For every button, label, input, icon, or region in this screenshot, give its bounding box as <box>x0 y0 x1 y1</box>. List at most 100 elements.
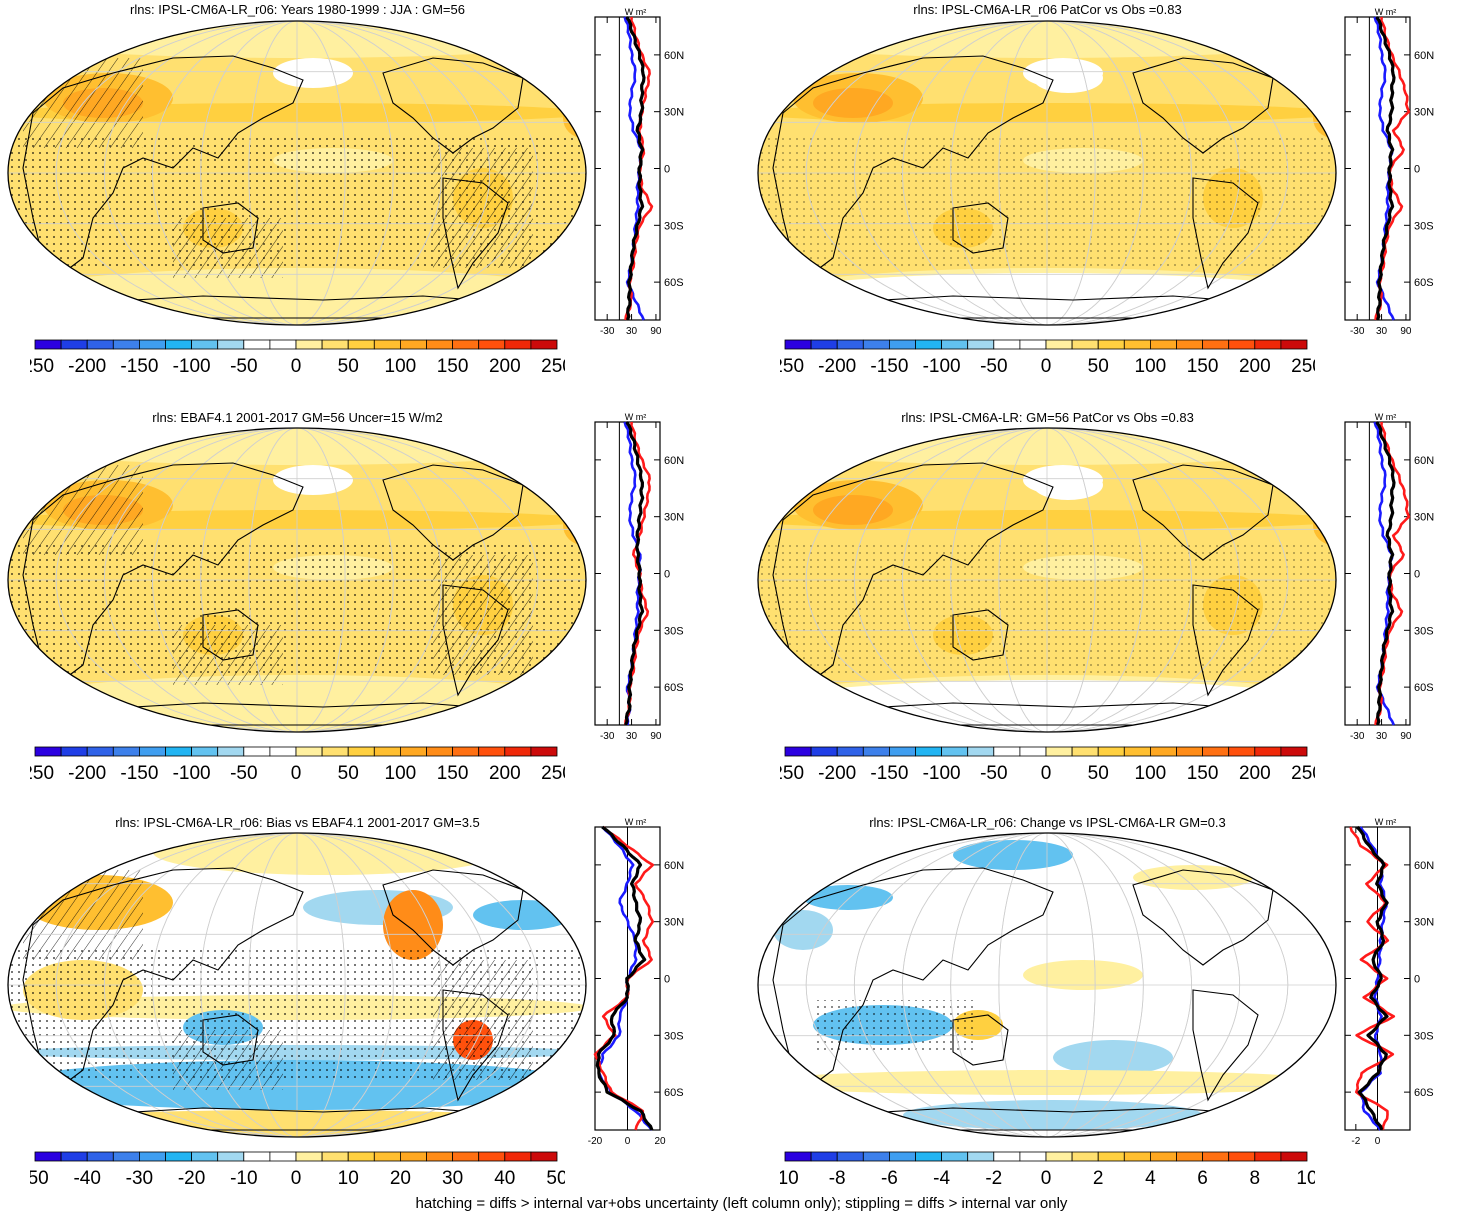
hatching <box>433 148 533 268</box>
colorbar-tick-label: 150 <box>1187 356 1219 377</box>
colorbar-tick-label: -150 <box>120 763 158 784</box>
colorbar-tick-label: -50 <box>30 1168 49 1189</box>
colorbar-swatch <box>426 746 454 757</box>
colorbar-tick-label: 0 <box>291 356 302 377</box>
y-tick-label: 0 <box>664 974 670 986</box>
zonal-mean-plot: W m² -30 30 90 60N 30N 0 30S 60S <box>594 7 684 337</box>
field-blob <box>813 495 893 525</box>
colorbar-tick-label: -250 <box>780 356 804 377</box>
colorbar-tick-label: -50 <box>980 356 1007 377</box>
colorbar-swatch <box>1071 746 1099 757</box>
coastline <box>442 584 509 697</box>
colorbar-swatch <box>86 746 114 757</box>
unit-label: W m² <box>625 7 647 17</box>
x-tick-label: -20 <box>588 1136 603 1147</box>
colorbar-swatch <box>993 339 1021 350</box>
coastline <box>1192 989 1259 1102</box>
coastline <box>382 464 524 561</box>
colorbar: -10 -8 -6 -4 -2 0 2 4 6 8 10 <box>780 1151 1315 1189</box>
colorbar-tick-label: 250 <box>541 356 565 377</box>
map-border <box>7 427 587 733</box>
colorbar-tick-label: -100 <box>173 356 211 377</box>
colorbar-swatch <box>889 1151 916 1162</box>
colorbar-swatch <box>810 1151 838 1162</box>
colorbar-tick-label: -250 <box>30 763 54 784</box>
colorbar-tick-label: -50 <box>230 356 257 377</box>
coastline <box>1192 584 1259 697</box>
colorbar-tick-label: -200 <box>68 356 106 377</box>
colorbar-swatch <box>321 746 349 757</box>
zonal-mean-plot: W m² -30 30 90 60N 30N 0 30S 60S <box>1344 412 1434 742</box>
colorbar-swatch <box>1019 746 1047 757</box>
colorbar-swatch <box>1176 339 1204 350</box>
colorbar-swatch <box>373 1151 401 1162</box>
colorbar-tick-label: 0 <box>291 1168 302 1189</box>
x-tick-label: 90 <box>650 731 662 742</box>
field-blob <box>773 910 833 950</box>
colorbar-tick-label: -150 <box>870 763 908 784</box>
zonal-frame <box>1344 421 1411 726</box>
colorbar-swatch <box>504 339 532 350</box>
colorbar-swatch <box>295 746 323 757</box>
y-tick-label: 60N <box>664 455 684 467</box>
colorbar-tick-label: 200 <box>489 356 521 377</box>
colorbar-tick-label: 200 <box>1239 356 1271 377</box>
colorbar-tick-label: -200 <box>818 763 856 784</box>
colorbar-tick-label: 100 <box>1135 763 1167 784</box>
colorbar-swatch <box>889 339 916 350</box>
coastline <box>202 609 259 661</box>
colorbar-tick-label: 100 <box>385 763 417 784</box>
map <box>7 20 587 326</box>
colorbar-swatch <box>60 1151 88 1162</box>
y-tick-label: 60S <box>664 682 684 694</box>
zonal-mean-plot: W m² -30 30 90 60N 30N 0 30S 60S <box>594 412 684 742</box>
field-blob <box>473 900 573 930</box>
colorbar-tick-label: -100 <box>923 356 961 377</box>
colorbar-tick-label: -200 <box>68 763 106 784</box>
field-blob <box>1033 63 1103 93</box>
colorbar-swatch <box>399 1151 427 1162</box>
series-line-black <box>625 16 646 321</box>
colorbar-swatch <box>530 339 558 350</box>
colorbar-swatch <box>269 339 297 350</box>
colorbar-swatch <box>504 746 532 757</box>
colorbar-swatch <box>243 1151 271 1162</box>
colorbar-swatch <box>139 339 166 350</box>
colorbar-tick-label: -200 <box>818 356 856 377</box>
colorbar-swatch <box>452 339 480 350</box>
field-blob <box>953 840 1073 870</box>
y-tick-label: 0 <box>1414 569 1420 581</box>
colorbar: -250 -200 -150 -100 -50 0 50 100 150 200 250 <box>780 746 1315 784</box>
colorbar-swatch <box>784 339 812 350</box>
colorbar-swatch <box>426 1151 454 1162</box>
colorbar-swatch <box>347 1151 375 1162</box>
colorbar-swatch <box>530 746 558 757</box>
panel-title: rlns: IPSL-CM6A-LR_r06: Years 1980-1999 … <box>130 2 465 17</box>
colorbar-swatch <box>112 1151 140 1162</box>
coastline <box>952 202 1009 254</box>
colorbar-swatch <box>452 746 480 757</box>
unit-label: W m² <box>1375 817 1397 827</box>
colorbar-tick-label: 50 <box>1088 356 1109 377</box>
colorbar-tick-label: -40 <box>73 1168 100 1189</box>
field-blob <box>803 885 893 910</box>
colorbar-tick-label: -20 <box>178 1168 205 1189</box>
graticule-lon <box>950 21 1144 325</box>
panel-title: rlns: EBAF4.1 2001-2017 GM=56 Uncer=15 W… <box>152 410 443 425</box>
map-border <box>757 832 1337 1138</box>
colorbar-swatch <box>452 1151 480 1162</box>
colorbar-swatch <box>243 746 271 757</box>
colorbar-swatch <box>836 1151 864 1162</box>
coastline <box>1132 57 1274 154</box>
coastline <box>202 202 259 254</box>
colorbar-tick-label: 200 <box>1239 763 1271 784</box>
graticule-lon <box>902 21 1192 325</box>
colorbar-swatch <box>836 746 864 757</box>
y-tick-label: 30S <box>1414 1030 1434 1042</box>
graticule-lon <box>152 833 442 1137</box>
panel-title: rlns: IPSL-CM6A-LR_r06 PatCor vs Obs =0.… <box>913 2 1182 17</box>
coastline <box>202 1014 259 1066</box>
colorbar-swatch <box>530 1151 558 1162</box>
unit-label: W m² <box>625 412 647 422</box>
graticule-lon <box>805 833 1289 1137</box>
